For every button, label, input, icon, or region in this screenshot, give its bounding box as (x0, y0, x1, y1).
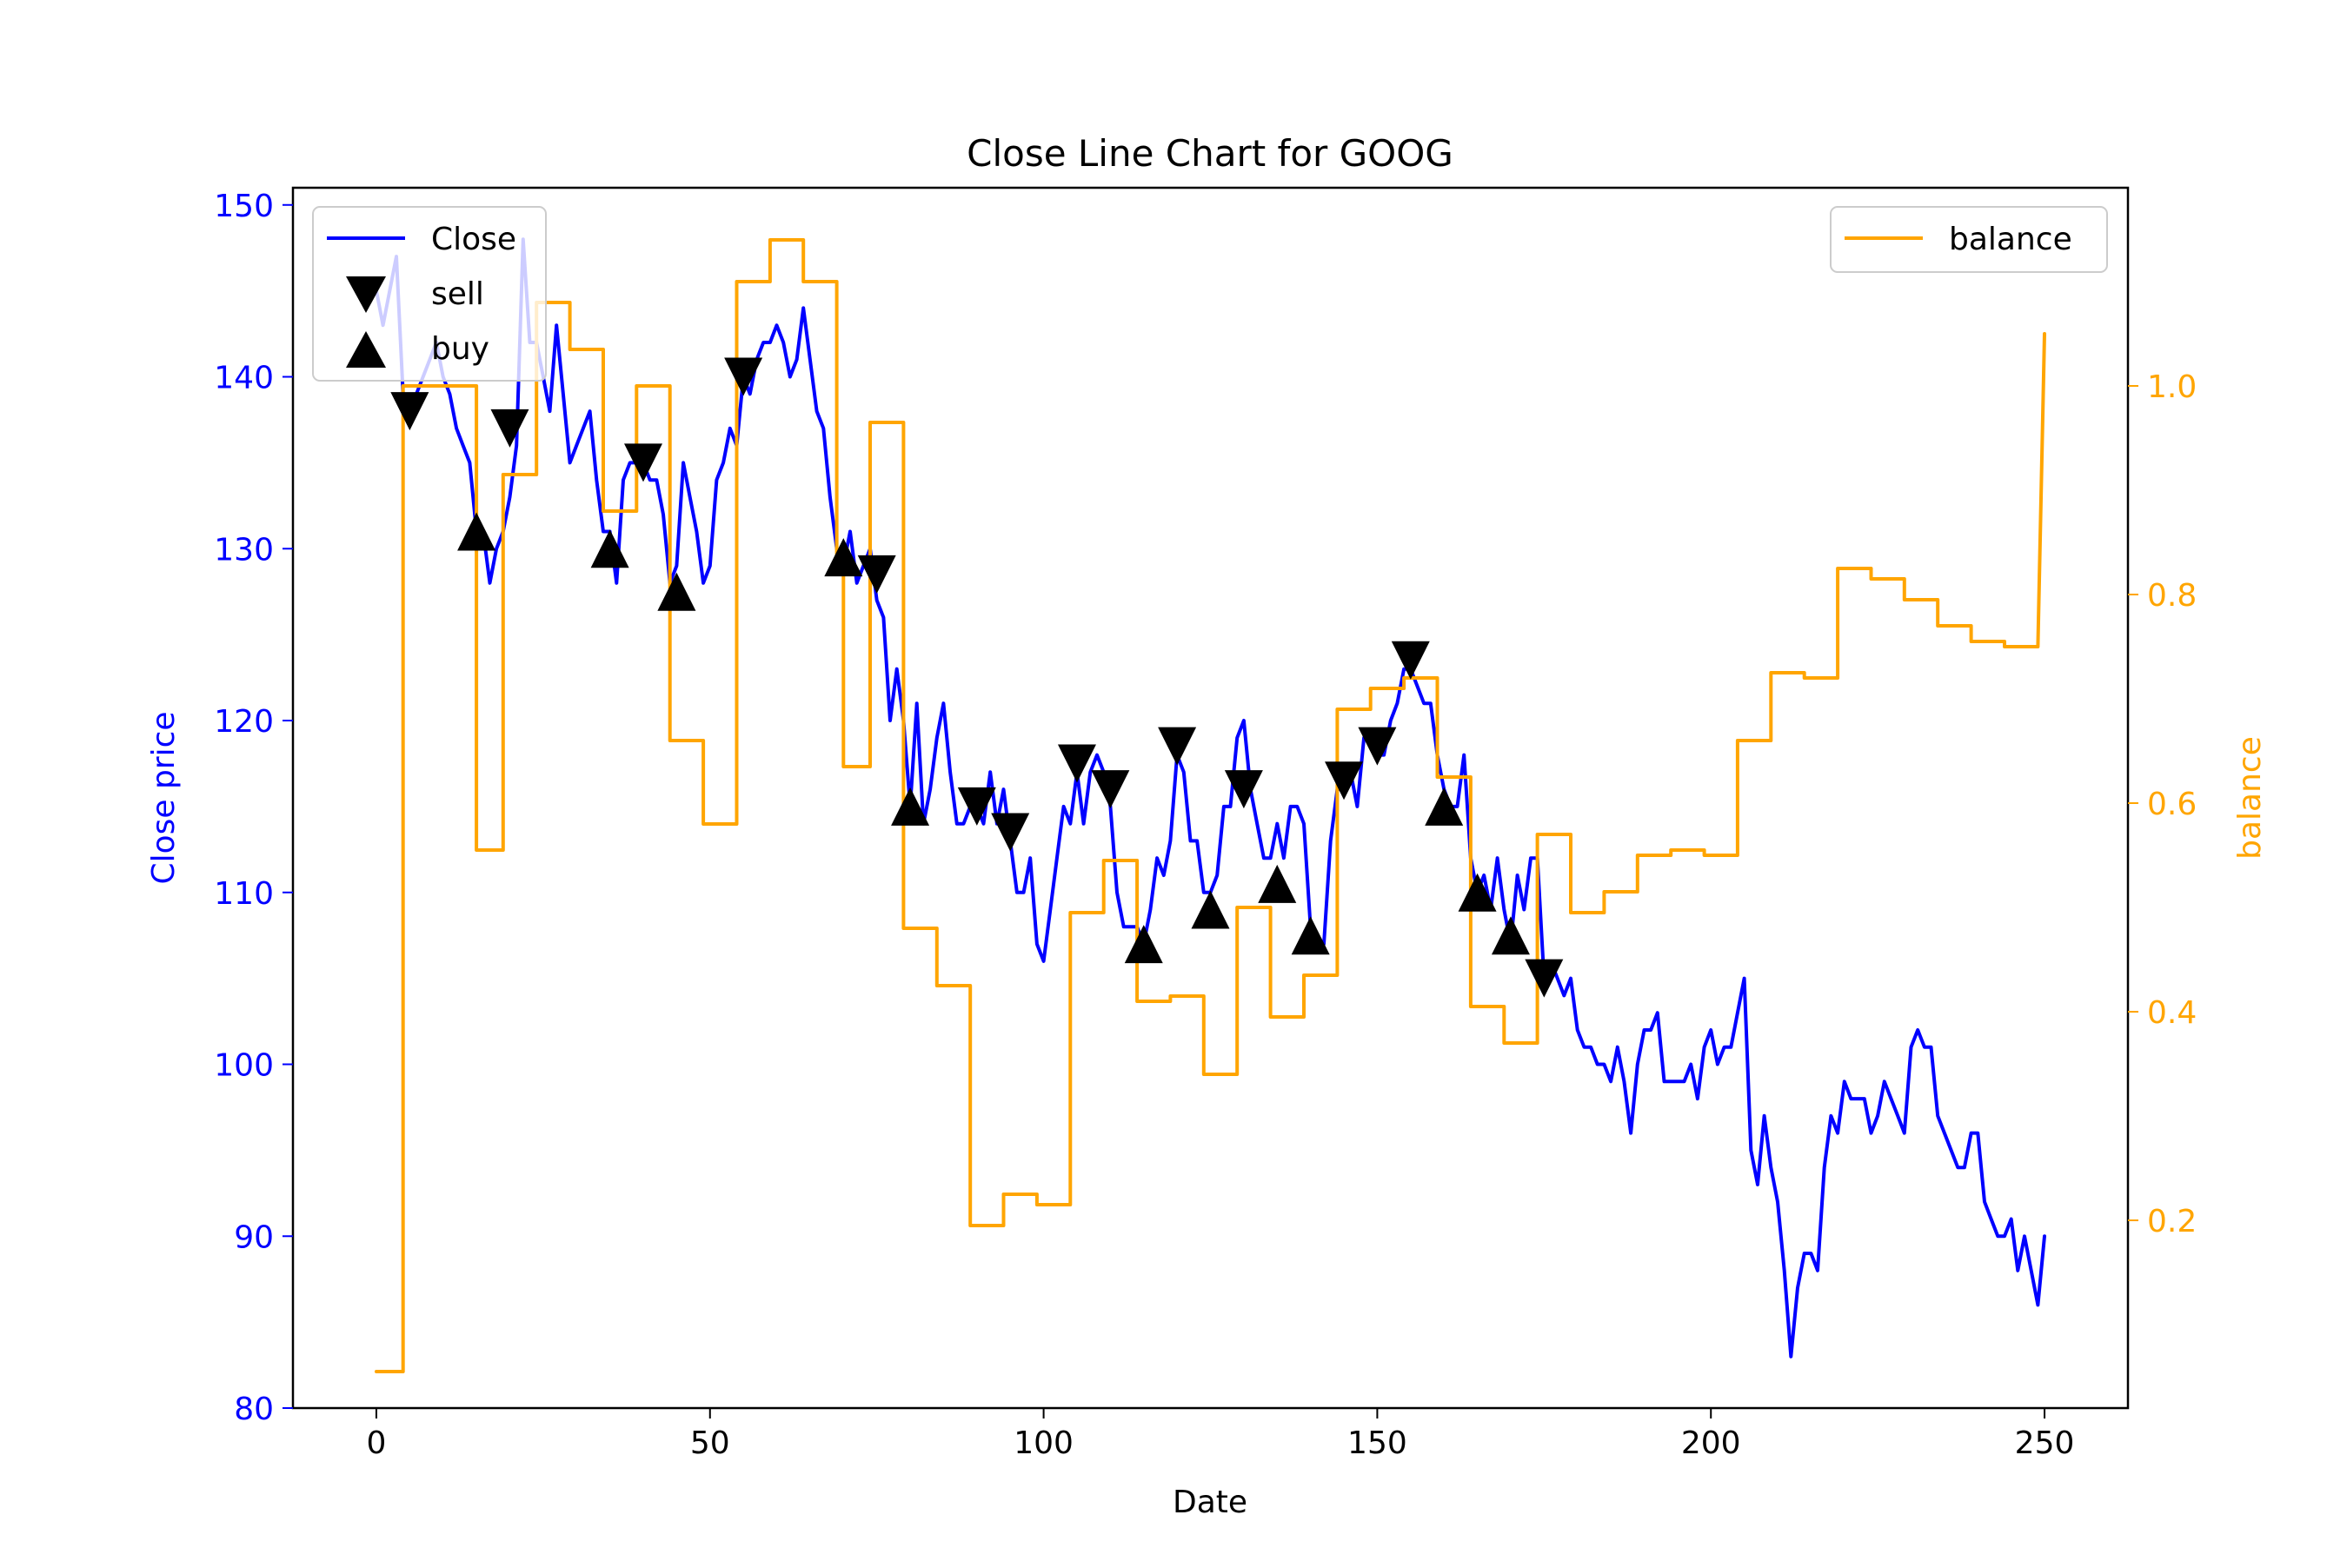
sell-marker (490, 409, 529, 448)
y-axis-label-left: Close price (146, 711, 182, 884)
x-tick-label: 50 (690, 1425, 730, 1461)
y-tick-label-left: 110 (214, 876, 274, 912)
legend-close-label: Close (431, 222, 516, 257)
buy-marker (824, 538, 863, 577)
buy-marker (1258, 864, 1297, 903)
y-tick-label-right: 0.2 (2147, 1204, 2197, 1239)
sell-marker (1158, 727, 1197, 766)
y-tick-label-right: 1.0 (2147, 369, 2197, 405)
y-tick-label-left: 140 (214, 361, 274, 396)
buy-marker (891, 787, 930, 826)
sell-marker (1391, 641, 1430, 680)
x-tick-label: 150 (1347, 1425, 1407, 1461)
y-tick-label-left: 90 (234, 1219, 274, 1255)
legend-left: Close sell buy (312, 206, 547, 382)
sell-marker (1224, 770, 1263, 809)
sell-marker (957, 787, 996, 826)
x-tick-label: 100 (1014, 1425, 1074, 1461)
y-tick-label-left: 100 (214, 1048, 274, 1084)
sell-marker (991, 813, 1030, 852)
buy-marker (657, 572, 696, 611)
buy-marker (1458, 873, 1497, 912)
legend-left-frame (312, 206, 547, 382)
legend-balance-label: balance (1949, 222, 2072, 257)
buy-marker (1491, 916, 1530, 955)
y-tick-label-left: 120 (214, 704, 274, 740)
sell-marker (1525, 959, 1564, 998)
x-axis-label: Date (1173, 1485, 1247, 1520)
legend-right: balance (1830, 206, 2108, 273)
buy-marker (1124, 925, 1163, 964)
y-tick-label-right: 0.6 (2147, 787, 2197, 822)
y-axis-label-right: balance (2232, 736, 2268, 860)
y-tick-label-left: 150 (214, 189, 274, 224)
sell-marker (724, 357, 763, 396)
y-tick-label-left: 130 (214, 532, 274, 568)
y-tick-label-left: 80 (234, 1392, 274, 1427)
x-tick-label: 0 (367, 1425, 387, 1461)
sell-marker (1057, 744, 1096, 783)
y-tick-label-right: 0.4 (2147, 995, 2197, 1031)
legend-right-frame (1830, 206, 2108, 273)
legend-sell-label: sell (431, 276, 484, 312)
buy-marker (1291, 916, 1330, 955)
sell-marker (857, 555, 896, 594)
buy-marker (1191, 890, 1230, 929)
series-line-balance (375, 238, 2046, 1373)
legend-sell-marker (346, 276, 386, 313)
sell-marker (1091, 770, 1130, 809)
sell-marker (624, 443, 663, 482)
chart-title: Close Line Chart for GOOG (967, 132, 1453, 175)
axis-layer: 0 50 100 150 200 250 80 90 100 110 120 130 140 150 0.2… (214, 189, 2197, 1461)
x-tick-label: 200 (1681, 1425, 1741, 1461)
legend-buy-marker (346, 331, 386, 368)
buy-marker (590, 529, 629, 568)
sell-marker (390, 392, 429, 431)
sell-marker (1358, 727, 1397, 766)
plot-frame (291, 186, 2130, 1410)
y-tick-label-right: 0.8 (2147, 578, 2197, 614)
marker-layer (390, 357, 1564, 998)
buy-marker (1425, 787, 1464, 826)
x-tick-label: 250 (2015, 1425, 2075, 1461)
sell-marker (1325, 761, 1364, 801)
buy-marker (457, 512, 496, 551)
legend-buy-label: buy (431, 331, 489, 367)
